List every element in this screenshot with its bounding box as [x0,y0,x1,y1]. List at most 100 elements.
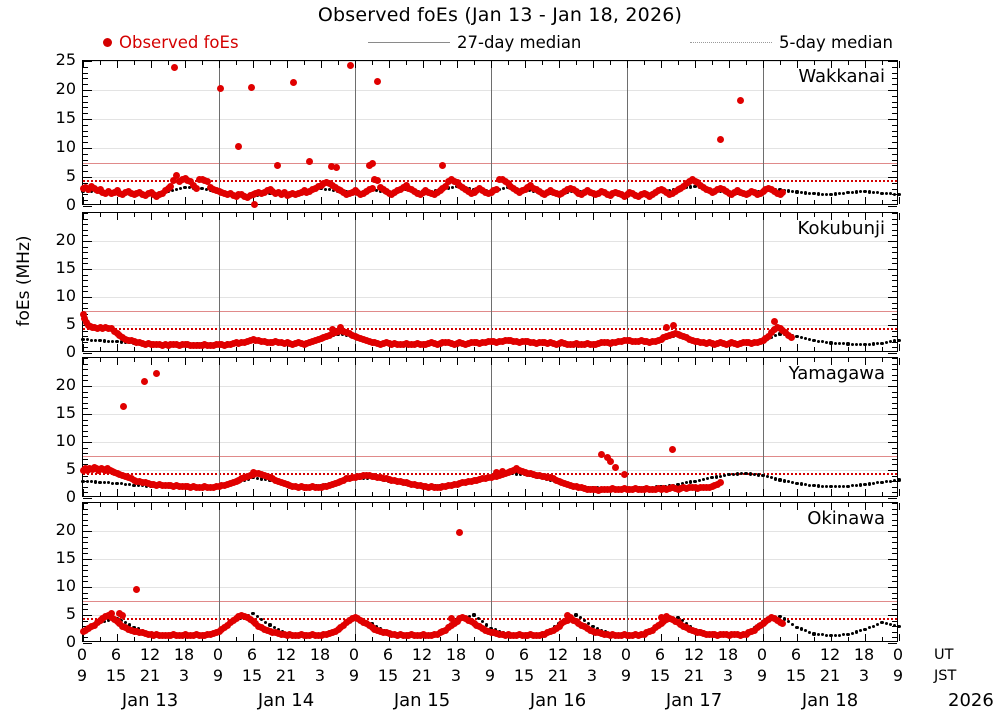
y-tick-right [892,358,897,359]
median27-point [803,191,808,195]
x-tick-top [440,358,441,362]
y-tick-right [892,564,897,566]
x-tick [304,200,305,204]
x-tick-label-ut: 0 [348,645,360,664]
x-tick-top [253,213,254,220]
threshold-dotted-line [83,179,897,182]
y-tick-right [888,61,897,62]
y-tick [83,229,88,231]
median27-point [897,478,901,482]
x-tick-top [593,503,594,510]
y-tick [83,159,88,161]
y-tick [83,341,88,343]
x-tick-label-jst: 9 [76,666,88,685]
x-tick-top [848,61,849,65]
y-tick [83,458,88,460]
x-tick-top [882,503,883,507]
x-tick-top [372,213,373,217]
gridline-h [83,559,897,560]
median27-point [816,339,820,343]
station-label: Okinawa [807,508,885,529]
x-tick-top [593,213,594,220]
y-tick-right [892,285,897,287]
median27-point [102,339,106,343]
x-tick [797,344,798,351]
x-tick [355,634,356,641]
x-tick [678,492,679,496]
x-tick [644,347,645,351]
day-divider [763,61,764,204]
x-tick-top [746,503,747,507]
median27-point [259,617,264,622]
x-tick-top [627,213,628,220]
median27-point [888,192,893,196]
y-tick [83,124,88,126]
median27-point [587,621,591,625]
legend-item-observed: Observed foEs [103,30,239,54]
median27-point [884,341,888,345]
median27-point [765,475,769,479]
median27-point [94,480,98,484]
y-tick [83,358,88,359]
median27-point [170,188,174,193]
observed-point [620,470,628,478]
y-tick-right [892,330,897,332]
day-divider [491,61,492,204]
day-divider [491,213,492,351]
x-tick [253,344,254,351]
x-tick [134,492,135,496]
x-tick [304,492,305,496]
median27-point [697,478,701,482]
median27-point [85,479,89,484]
x-tick [287,197,288,204]
median27-point [276,627,281,631]
x-tick-top [542,503,543,507]
x-tick-top [695,61,696,68]
x-tick-top [508,358,509,362]
x-tick-top [151,213,152,220]
y-tick [83,302,88,304]
median27-point [89,189,94,194]
x-tick-label-jst: 9 [484,666,496,685]
x-tick-top [134,213,135,217]
observed-point [447,614,455,622]
x-tick-top [780,358,781,362]
median27-point [812,192,816,196]
x-tick-label-ut: 6 [382,645,394,664]
x-tick [287,489,288,496]
x-tick-top [457,503,458,510]
x-tick-top [423,503,424,510]
x-tick [423,489,424,496]
observed-point [493,185,501,193]
median27-point [786,189,791,193]
median27-point [769,476,774,480]
x-tick-label-jst: 21 [683,666,705,685]
y-tick-right [888,470,897,471]
x-tick [372,492,373,496]
y-tick [83,72,88,74]
y-tick-right [888,615,897,616]
x-tick-top [746,213,747,217]
x-tick [100,347,101,351]
y-tick [83,241,92,242]
y-tick [83,581,88,583]
observed-point [663,612,671,620]
x-tick-top [746,61,747,65]
observed-point [140,378,148,386]
x-tick-top [678,503,679,507]
y-tick [83,453,88,455]
x-tick-label-jst: 15 [105,666,127,685]
x-tick-label-ut: 12 [683,645,705,664]
y-tick-label: 0 [65,487,76,506]
x-tick [865,634,866,641]
y-tick-right [892,408,897,410]
y-tick-right [892,492,897,494]
x-tick-top [270,503,271,507]
x-tick-label-ut: 12 [547,645,569,664]
x-tick-top [134,358,135,362]
x-tick-top [83,503,84,510]
x-tick-top [627,358,628,365]
y-tick-right [892,95,897,97]
y-tick [83,637,88,639]
median27-point [820,192,825,196]
